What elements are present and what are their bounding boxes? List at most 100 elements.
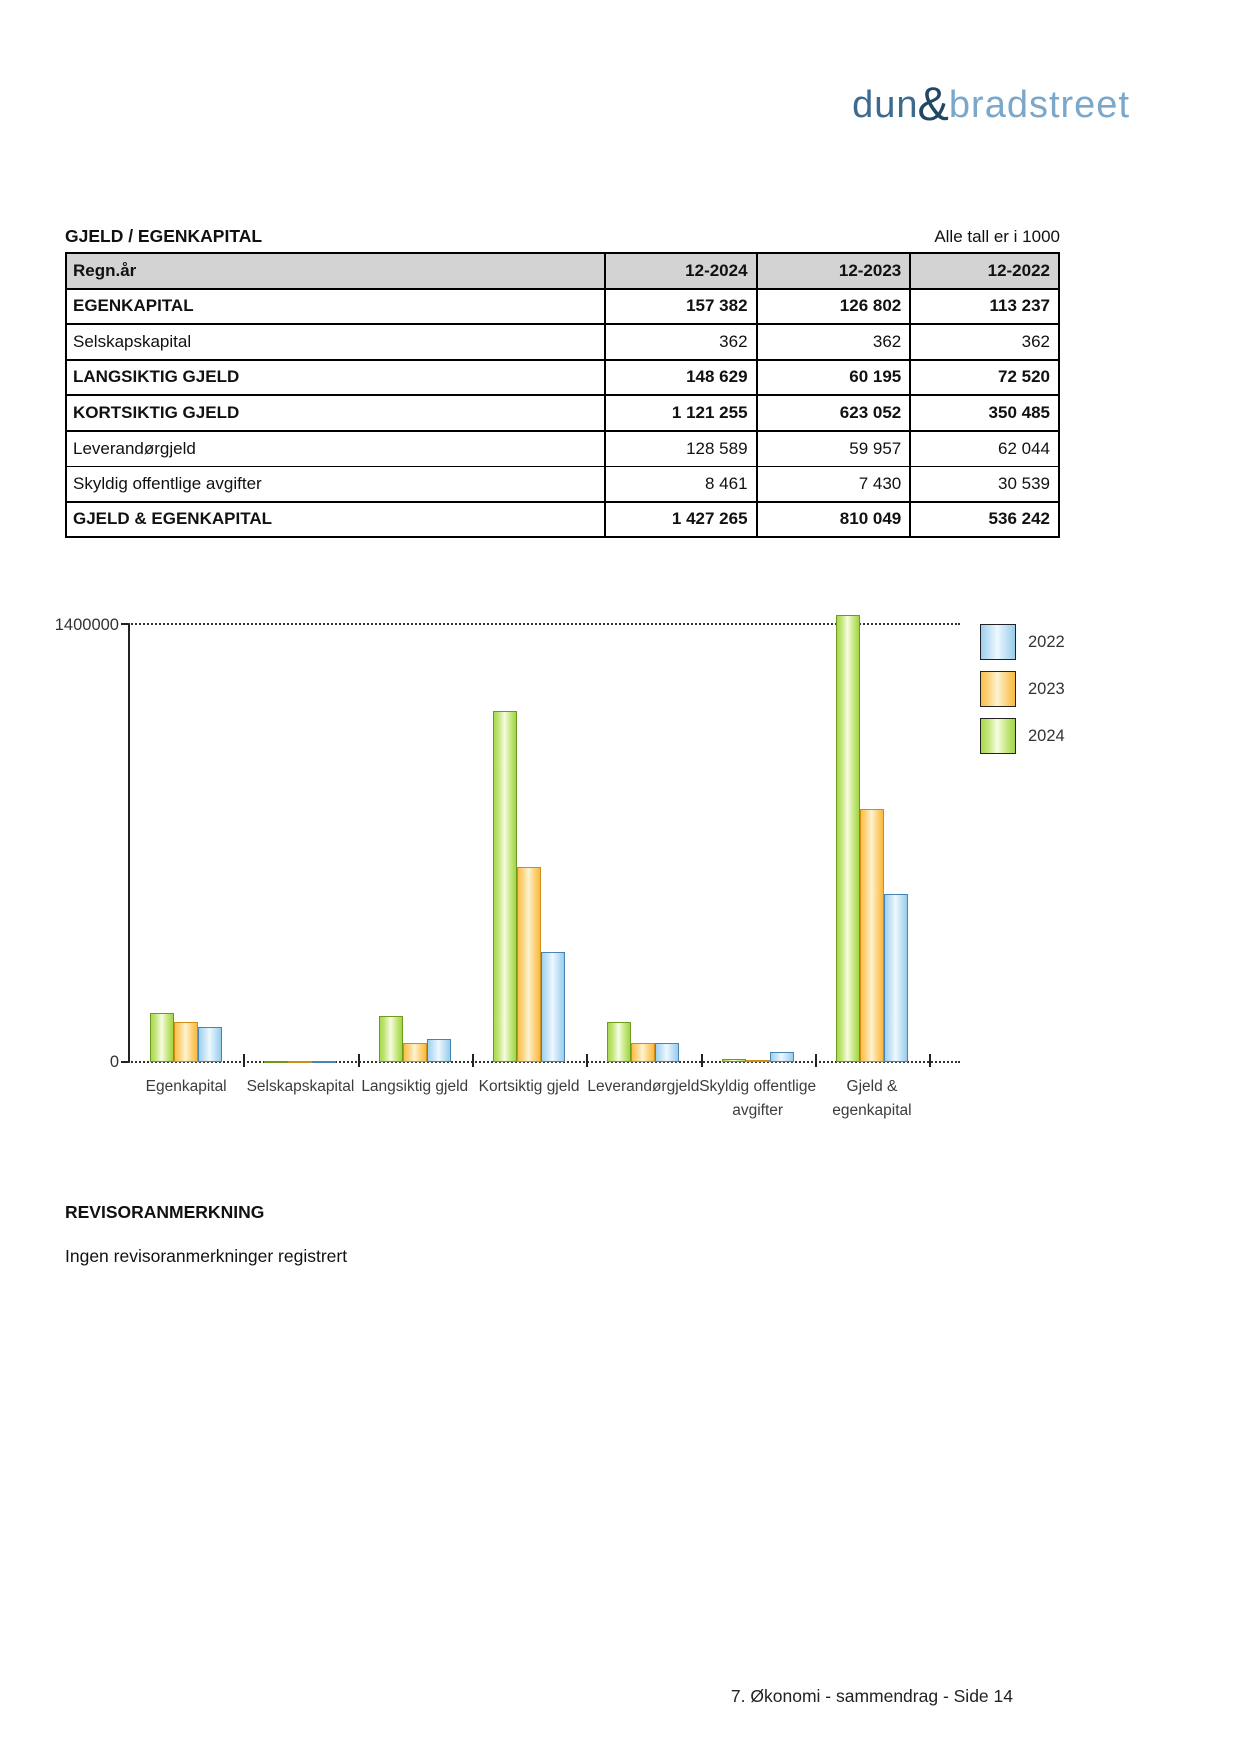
- row-label: Skyldig offentlige avgifter: [65, 465, 606, 502]
- y-zero-label: 0: [109, 1053, 119, 1071]
- table-body: EGENKAPITAL 157 382 126 802 113 237 Selskaps…: [65, 287, 1060, 538]
- section-title-row: GJELD / EGENKAPITAL Alle tall er i 1000: [65, 226, 1060, 247]
- bar-2023-egenkapital: [174, 1022, 199, 1062]
- cell-value: 7 430: [755, 465, 911, 502]
- x-axis-tick: [814, 1054, 817, 1067]
- y-axis: [128, 624, 130, 1062]
- legend-swatch-2024: [980, 718, 1016, 754]
- cell-value: 113 237: [909, 287, 1060, 325]
- cell-value: 536 242: [909, 500, 1060, 538]
- cell-value: 128 589: [603, 430, 758, 467]
- cell-value: 362: [755, 323, 911, 360]
- x-axis-tick: [243, 1054, 246, 1067]
- bar-2023-selskapskapital: [288, 1060, 313, 1063]
- bar-2022-selskapskapital: [312, 1060, 337, 1063]
- table-row: Leverandørgjeld 128 589 59 957 62 044: [65, 430, 1060, 467]
- financial-table: Regn.år 12-2024 12-2023 12-2022 EGENKAPI…: [65, 252, 1060, 538]
- x-category-label: Egenkapital: [145, 1078, 227, 1095]
- cell-value: 623 052: [755, 394, 911, 432]
- row-label: LANGSIKTIG GJELD: [65, 358, 606, 396]
- legend-label-2023: 2023: [1028, 680, 1065, 698]
- table-row: Skyldig offentlige avgifter 8 461 7 430 30 …: [65, 465, 1060, 502]
- bar-2024-leverandørgjeld: [607, 1021, 632, 1062]
- x-category-label: Gjeld & egenkapital: [832, 1078, 912, 1120]
- bar-2024-skyldig-offentlige-avgifter: [721, 1059, 746, 1062]
- cell-value: 810 049: [755, 500, 911, 538]
- x-category-label: Skyldig offentlige avgifter: [699, 1078, 817, 1120]
- x-category-label: Langsiktig gjeld: [361, 1078, 469, 1095]
- bar-2023-gjeld-&-egenkapital: [859, 808, 884, 1062]
- bar-2024-egenkapital: [150, 1012, 175, 1062]
- bar-2022-skyldig-offentlige-avgifter: [769, 1052, 794, 1062]
- legend-swatch-2023: [980, 671, 1016, 707]
- bar-2024-selskapskapital: [264, 1060, 289, 1063]
- table-row: LANGSIKTIG GJELD 148 629 60 195 72 520: [65, 358, 1060, 396]
- y-axis-top-tick: [121, 623, 129, 625]
- revisor-heading: REVISORANMERKNING: [65, 1202, 265, 1222]
- cell-value: 72 520: [909, 358, 1060, 396]
- cell-value: 1 427 265: [603, 500, 758, 538]
- bar-2022-egenkapital: [198, 1026, 223, 1062]
- bar-2022-kortsiktig-gjeld: [541, 952, 566, 1062]
- header-col-2023: 12-2023: [755, 252, 911, 290]
- y-max-label: 1400000: [54, 616, 119, 634]
- bar-2024-langsiktig-gjeld: [378, 1015, 403, 1062]
- bar-2022-leverandørgjeld: [655, 1042, 680, 1062]
- cell-value: 148 629: [603, 358, 758, 396]
- legend-label-2024: 2024: [1028, 727, 1065, 745]
- cell-value: 59 957: [755, 430, 911, 467]
- bar-2023-leverandørgjeld: [631, 1043, 656, 1062]
- bar-2022-langsiktig-gjeld: [426, 1039, 451, 1062]
- cell-value: 126 802: [755, 287, 911, 325]
- revisor-text: Ingen revisoranmerkninger registrert: [65, 1246, 348, 1266]
- y-axis-zero-tick: [121, 1061, 129, 1063]
- x-axis-tick: [929, 1054, 932, 1067]
- legend-label-2022: 2022: [1028, 633, 1065, 651]
- row-label: KORTSIKTIG GJELD: [65, 394, 606, 432]
- cell-value: 30 539: [909, 465, 1060, 502]
- header-regnar: Regn.år: [65, 252, 606, 290]
- row-label: EGENKAPITAL: [65, 287, 606, 325]
- cell-value: 157 382: [603, 287, 758, 325]
- x-axis-tick: [586, 1054, 589, 1067]
- row-label: GJELD & EGENKAPITAL: [65, 500, 606, 538]
- table-row: KORTSIKTIG GJELD 1 121 255 623 052 350 485: [65, 394, 1060, 432]
- header-col-2022: 12-2022: [909, 252, 1060, 290]
- cell-value: 1 121 255: [603, 394, 758, 432]
- table-row: Selskapskapital 362 362 362: [65, 323, 1060, 360]
- bar-2023-skyldig-offentlige-avgifter: [745, 1059, 770, 1062]
- x-axis-baseline: [128, 1061, 960, 1063]
- x-category-label: Selskapskapital: [246, 1078, 355, 1095]
- bar-2023-kortsiktig-gjeld: [517, 867, 542, 1062]
- chart: 1400000 0 Egenkapital Selskapskapital Lang…: [0, 540, 1241, 1140]
- table-header-row: Regn.år 12-2024 12-2023 12-2022: [65, 252, 1060, 290]
- x-axis-tick: [357, 1054, 360, 1067]
- dun-bradstreet-logo: dun&bradstreet: [852, 76, 1130, 131]
- table-row: EGENKAPITAL 157 382 126 802 113 237: [65, 287, 1060, 325]
- logo-ampersand-icon: &: [917, 77, 950, 130]
- page-footer: 7. Økonomi - sammendrag - Side 14: [730, 1686, 1013, 1706]
- x-axis-tick: [471, 1054, 474, 1067]
- cell-value: 362: [909, 323, 1060, 360]
- cell-value: 62 044: [909, 430, 1060, 467]
- gridline-1400000: [128, 623, 960, 625]
- unit-note: Alle tall er i 1000: [934, 227, 1060, 246]
- legend-swatch-2022: [980, 624, 1016, 660]
- x-axis-tick: [700, 1054, 703, 1067]
- cell-value: 8 461: [603, 465, 758, 502]
- x-category-label: Leverandørgjeld: [587, 1078, 700, 1095]
- row-label: Leverandørgjeld: [65, 430, 606, 467]
- cell-value: 350 485: [909, 394, 1060, 432]
- bar-2024-kortsiktig-gjeld: [493, 711, 518, 1062]
- row-label: Selskapskapital: [65, 323, 606, 360]
- logo-bradstreet: bradstreet: [948, 84, 1130, 126]
- bar-2024-gjeld-&-egenkapital: [835, 615, 860, 1062]
- section-title: GJELD / EGENKAPITAL: [65, 226, 263, 246]
- table-row: GJELD & EGENKAPITAL 1 427 265 810 049 536 2…: [65, 500, 1060, 538]
- bar-2022-gjeld-&-egenkapital: [883, 894, 908, 1062]
- cell-value: 362: [603, 323, 758, 360]
- bar-2023-langsiktig-gjeld: [402, 1043, 427, 1062]
- header-col-2024: 12-2024: [603, 252, 758, 290]
- logo-dun: dun: [852, 84, 919, 126]
